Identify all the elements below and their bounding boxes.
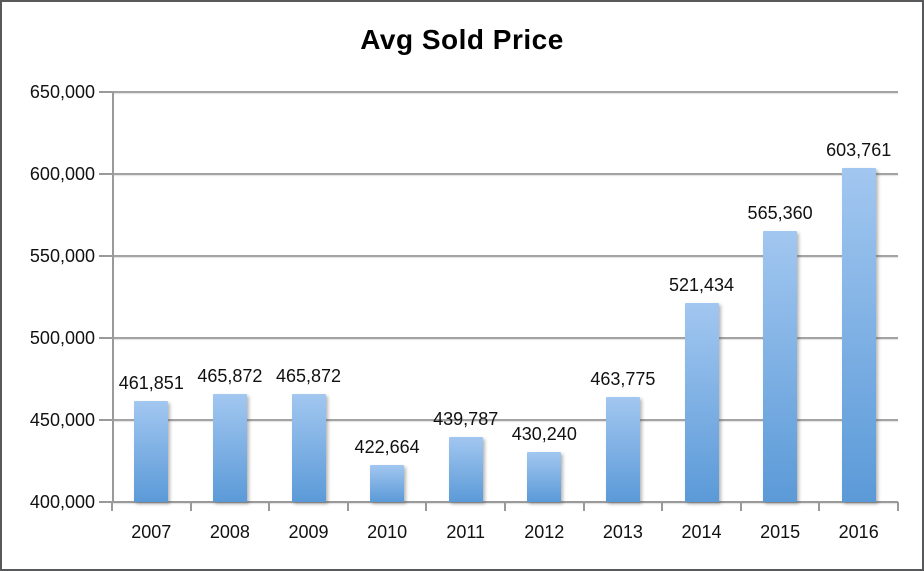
chart-title: Avg Sold Price (360, 24, 564, 55)
x-axis-tick (504, 502, 506, 511)
y-axis-tick (99, 91, 112, 93)
bar-value-label: 521,434 (668, 275, 735, 295)
x-axis-tick (346, 502, 349, 511)
x-axis-tick (582, 502, 585, 511)
x-tick-label: 2015 (760, 522, 801, 542)
y-tick-label: 550,000 (29, 246, 95, 266)
bar-value-label: 439,787 (433, 409, 499, 429)
y-axis-tick (99, 255, 112, 257)
bar-value-label: 422,664 (354, 437, 420, 457)
x-tick-label: 2012 (524, 522, 565, 542)
x-tick-label: 2014 (681, 522, 722, 542)
x-tick-label: 2016 (838, 522, 879, 542)
x-tick-label: 2007 (131, 522, 172, 542)
gridline (112, 91, 898, 93)
y-tick-label: 500,000 (29, 328, 95, 348)
y-axis-tick (99, 501, 112, 503)
bar-value-label: 465,872 (197, 366, 263, 386)
bar-value-label: 465,872 (275, 366, 342, 386)
x-tick-label: 2008 (209, 522, 250, 542)
gridline (112, 173, 898, 175)
bar-2014 (684, 303, 719, 502)
x-tick-label: 2010 (367, 522, 408, 542)
bar-value-label: 461,851 (118, 373, 184, 393)
x-axis-tick (189, 502, 192, 511)
y-axis-tick (99, 419, 112, 421)
x-tick-label: 2013 (602, 522, 643, 542)
bar-value-label: 463,775 (590, 369, 656, 389)
y-tick-label: 400,000 (29, 492, 95, 512)
x-axis-tick (739, 502, 742, 511)
bar-2009 (291, 394, 326, 502)
bar-2010 (370, 465, 405, 502)
bar-2015 (763, 231, 798, 502)
bar-2011 (448, 437, 483, 502)
y-axis-line (112, 92, 114, 502)
x-axis-tick (111, 502, 113, 511)
y-tick-label: 650,000 (29, 82, 95, 102)
x-axis-tick (661, 502, 664, 511)
bar-value-label: 603,761 (826, 140, 892, 160)
x-axis-tick (897, 502, 899, 511)
bar-2016 (841, 168, 876, 502)
x-tick-label: 2009 (288, 522, 329, 542)
x-tick-label: 2011 (446, 522, 486, 542)
bar-2012 (527, 452, 562, 502)
y-axis-tick (99, 337, 112, 339)
bar-2008 (212, 394, 247, 502)
gridline (112, 337, 898, 339)
x-axis-tick (818, 502, 821, 511)
bar-value-label: 430,240 (511, 424, 577, 444)
y-tick-label: 600,000 (29, 164, 95, 184)
bar-value-label: 565,360 (747, 203, 813, 223)
gridline (112, 419, 898, 421)
bar-2013 (605, 397, 640, 502)
x-axis-tick (425, 502, 428, 511)
y-tick-label: 450,000 (29, 410, 95, 430)
bar-2007 (134, 401, 169, 502)
gridline (112, 255, 898, 257)
y-axis-tick (99, 173, 112, 175)
x-axis-tick (268, 502, 271, 511)
